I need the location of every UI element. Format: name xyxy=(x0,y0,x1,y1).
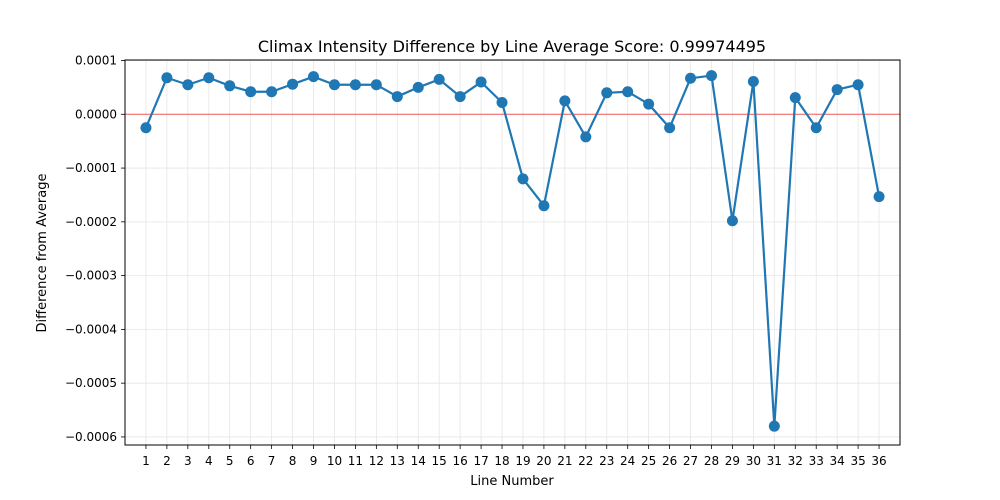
data-point xyxy=(370,79,382,91)
data-point xyxy=(203,72,215,84)
data-point xyxy=(747,76,759,88)
data-point xyxy=(789,92,801,104)
data-point xyxy=(391,91,403,103)
x-tick-label: 34 xyxy=(830,454,845,468)
x-tick-label: 36 xyxy=(871,454,886,468)
x-tick-label: 33 xyxy=(809,454,824,468)
x-tick-label: 5 xyxy=(226,454,234,468)
x-tick-label: 16 xyxy=(452,454,467,468)
x-tick-label: 20 xyxy=(536,454,551,468)
data-point xyxy=(517,173,529,185)
x-tick-label: 2 xyxy=(163,454,171,468)
x-tick-label: 15 xyxy=(432,454,447,468)
data-point xyxy=(852,79,864,91)
x-tick-label: 23 xyxy=(599,454,614,468)
x-tick-label: 21 xyxy=(557,454,572,468)
data-point xyxy=(224,80,236,92)
x-tick-label: 32 xyxy=(788,454,803,468)
y-axis-label: Difference from Average xyxy=(35,174,50,333)
x-tick-label: 14 xyxy=(411,454,426,468)
x-tick-label: 27 xyxy=(683,454,698,468)
data-point xyxy=(433,73,445,85)
data-point xyxy=(328,79,340,91)
y-tick-label: 0.0000 xyxy=(75,107,117,121)
data-point xyxy=(287,78,299,90)
data-point xyxy=(643,98,655,110)
data-point xyxy=(349,79,361,91)
x-tick-label: 17 xyxy=(473,454,488,468)
grid xyxy=(125,60,900,445)
data-point xyxy=(622,86,634,98)
data-point xyxy=(831,84,843,96)
data-point xyxy=(873,191,885,203)
x-tick-label: 6 xyxy=(247,454,255,468)
x-tick-label: 28 xyxy=(704,454,719,468)
plot-frame xyxy=(124,59,901,446)
series-layer xyxy=(140,70,885,432)
x-tick-label: 25 xyxy=(641,454,656,468)
data-point xyxy=(266,86,278,98)
x-tick-label: 12 xyxy=(369,454,384,468)
x-tick-label: 13 xyxy=(390,454,405,468)
data-point xyxy=(475,76,487,88)
y-tick-label: 0.0001 xyxy=(75,54,117,68)
y-ticks: 0.0001 0.0000 −0.0001 −0.0002 −0.0003 −0.0004… xyxy=(65,54,125,444)
data-point xyxy=(580,131,592,143)
series-line xyxy=(144,74,881,428)
data-point xyxy=(161,72,173,84)
x-tick-label: 26 xyxy=(662,454,677,468)
x-tick-label: 9 xyxy=(310,454,318,468)
data-point xyxy=(308,71,320,83)
x-tick-label: 8 xyxy=(289,454,297,468)
y-tick-label: −0.0006 xyxy=(65,430,117,444)
data-point xyxy=(810,122,822,134)
x-tick-label: 7 xyxy=(268,454,276,468)
y-tick-label: −0.0004 xyxy=(65,322,117,336)
x-tick-label: 4 xyxy=(205,454,213,468)
x-tick-label: 30 xyxy=(746,454,761,468)
x-tick-label: 22 xyxy=(578,454,593,468)
data-point xyxy=(685,72,697,84)
x-axis-label: Line Number xyxy=(470,474,554,489)
y-tick-label: −0.0005 xyxy=(65,376,117,390)
data-point xyxy=(412,81,424,93)
x-tick-label: 18 xyxy=(494,454,509,468)
data-point xyxy=(726,215,738,227)
x-tick-label: 3 xyxy=(184,454,192,468)
x-tick-label: 29 xyxy=(725,454,740,468)
data-point xyxy=(601,87,613,99)
data-point xyxy=(768,420,780,432)
data-point xyxy=(140,122,152,134)
x-tick-label: 24 xyxy=(620,454,635,468)
x-tick-label: 1 xyxy=(142,454,150,468)
data-point xyxy=(454,91,466,103)
data-point xyxy=(559,95,571,107)
x-ticks: 1 2 3 4 5 6 7 8 9 10 11 12 13 14 15 16 17 18 19 20 21 22 23 24 2… xyxy=(142,445,887,468)
data-point xyxy=(182,79,194,91)
x-tick-label: 11 xyxy=(348,454,363,468)
x-tick-label: 31 xyxy=(767,454,782,468)
data-point xyxy=(496,96,508,108)
data-point xyxy=(538,200,550,212)
data-point xyxy=(664,122,676,134)
data-point xyxy=(705,70,717,82)
x-tick-label: 35 xyxy=(850,454,865,468)
x-tick-label: 19 xyxy=(515,454,530,468)
data-point xyxy=(245,86,257,98)
y-tick-label: −0.0001 xyxy=(65,161,117,175)
y-tick-label: −0.0002 xyxy=(65,215,117,229)
x-tick-label: 10 xyxy=(327,454,342,468)
chart-title: Climax Intensity Difference by Line Aver… xyxy=(258,37,766,56)
y-tick-label: −0.0003 xyxy=(65,269,117,283)
